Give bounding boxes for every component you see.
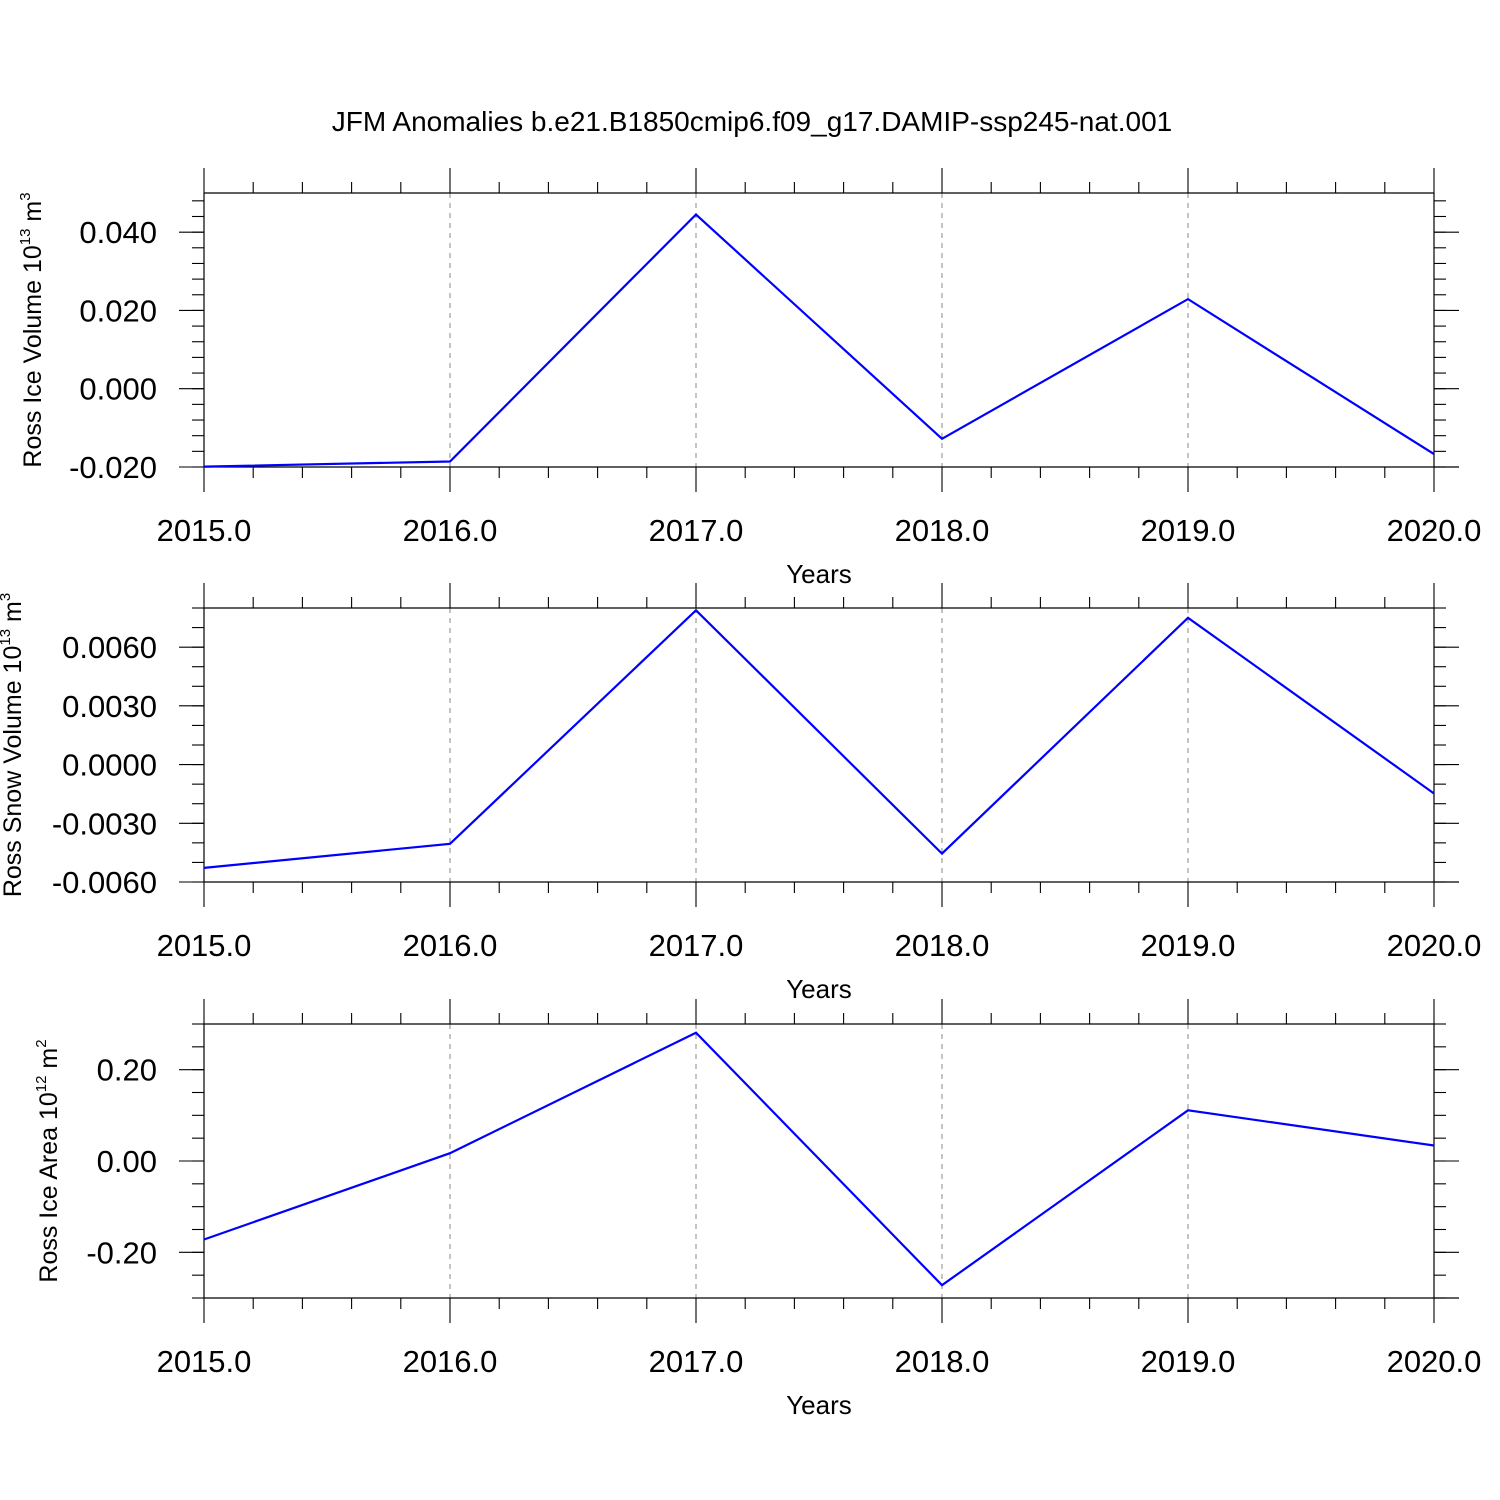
y-tick-label: 0.0000: [62, 748, 157, 783]
x-tick-label: 2017.0: [649, 928, 744, 963]
y-tick-label: -0.0030: [52, 806, 157, 841]
y-tick-label: 0.000: [79, 372, 157, 407]
series-line: [203, 212, 1435, 468]
x-tick-label: 2019.0: [1141, 928, 1236, 963]
x-tick-label: 2015.0: [157, 513, 252, 548]
x-axis-label: Years: [786, 974, 852, 1004]
y-tick-label: 0.040: [79, 215, 157, 250]
x-axis-label: Years: [786, 559, 852, 589]
x-tick-label: 2016.0: [403, 513, 498, 548]
x-tick-label: 2016.0: [403, 1344, 498, 1379]
x-tick-label: 2020.0: [1387, 928, 1482, 963]
x-tick-label: 2018.0: [895, 928, 990, 963]
y-tick-label: 0.0060: [62, 630, 157, 665]
x-tick-label: 2020.0: [1387, 513, 1482, 548]
chart-title: JFM Anomalies b.e21.B1850cmip6.f09_g17.D…: [332, 106, 1172, 137]
y-axis-label: Ross Ice Volume 1013 m3: [17, 192, 47, 467]
y-tick-label: -0.20: [86, 1235, 157, 1270]
y-tick-label: 0.020: [79, 293, 157, 328]
x-tick-label: 2015.0: [157, 1344, 252, 1379]
y-axis-label: Ross Snow Volume 1013 m3: [0, 593, 27, 897]
x-tick-label: 2019.0: [1141, 513, 1236, 548]
y-tick-label: 0.0030: [62, 689, 157, 724]
x-tick-label: 2020.0: [1387, 1344, 1482, 1379]
y-tick-label: 0.20: [97, 1053, 157, 1088]
y-axis-label: Ross Ice Area 1012 m2: [33, 1039, 63, 1282]
panels: 2015.0 2016.0 2017.0 2018.0 2019.0 2020.0 Year…: [0, 168, 1481, 1420]
x-tick-label: 2017.0: [649, 513, 744, 548]
x-tick-label: 2018.0: [895, 513, 990, 548]
y-tick-label: -0.0060: [52, 865, 157, 900]
x-tick-label: 2018.0: [895, 1344, 990, 1379]
panel-3: 2015.0 2016.0 2017.0 2018.0 2019.0 2020.0 Year…: [33, 999, 1481, 1420]
panel-2: 2015.0 2016.0 2017.0 2018.0 2019.0 2020.0 Year…: [0, 583, 1481, 1004]
x-tick-label: 2016.0: [403, 928, 498, 963]
y-tick-label: 0.00: [97, 1144, 157, 1179]
panel-1: 2015.0 2016.0 2017.0 2018.0 2019.0 2020.0 Year…: [17, 168, 1481, 589]
x-tick-label: 2017.0: [649, 1344, 744, 1379]
series-line: [203, 608, 1435, 869]
series-line: [203, 1031, 1435, 1287]
x-axis-label: Years: [786, 1390, 852, 1420]
x-tick-label: 2015.0: [157, 928, 252, 963]
x-tick-label: 2019.0: [1141, 1344, 1236, 1379]
y-tick-label: -0.020: [69, 450, 157, 485]
